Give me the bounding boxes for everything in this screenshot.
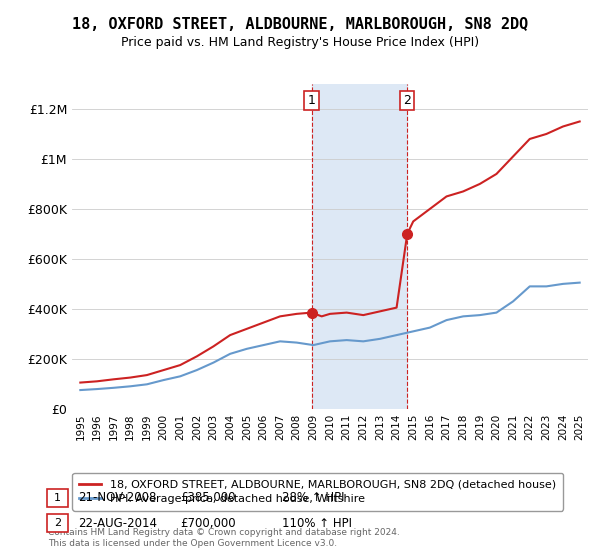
Text: 1: 1 [308, 94, 316, 107]
Text: £700,000: £700,000 [180, 516, 236, 530]
Text: Price paid vs. HM Land Registry's House Price Index (HPI): Price paid vs. HM Land Registry's House … [121, 36, 479, 49]
Text: 28% ↑ HPI: 28% ↑ HPI [282, 491, 344, 505]
Text: 2: 2 [54, 518, 61, 528]
Text: 21-NOV-2008: 21-NOV-2008 [78, 491, 157, 505]
Text: £385,000: £385,000 [180, 491, 235, 505]
Text: 22-AUG-2014: 22-AUG-2014 [78, 516, 157, 530]
Bar [311, 84, 407, 409]
Text: 2: 2 [403, 94, 411, 107]
Text: Contains HM Land Registry data © Crown copyright and database right 2024.
This d: Contains HM Land Registry data © Crown c… [48, 528, 400, 548]
Text: 1: 1 [54, 493, 61, 503]
Legend: 18, OXFORD STREET, ALDBOURNE, MARLBOROUGH, SN8 2DQ (detached house), HPI: Averag: 18, OXFORD STREET, ALDBOURNE, MARLBOROUG… [73, 473, 563, 511]
Text: 110% ↑ HPI: 110% ↑ HPI [282, 516, 352, 530]
Text: 18, OXFORD STREET, ALDBOURNE, MARLBOROUGH, SN8 2DQ: 18, OXFORD STREET, ALDBOURNE, MARLBOROUG… [72, 17, 528, 32]
